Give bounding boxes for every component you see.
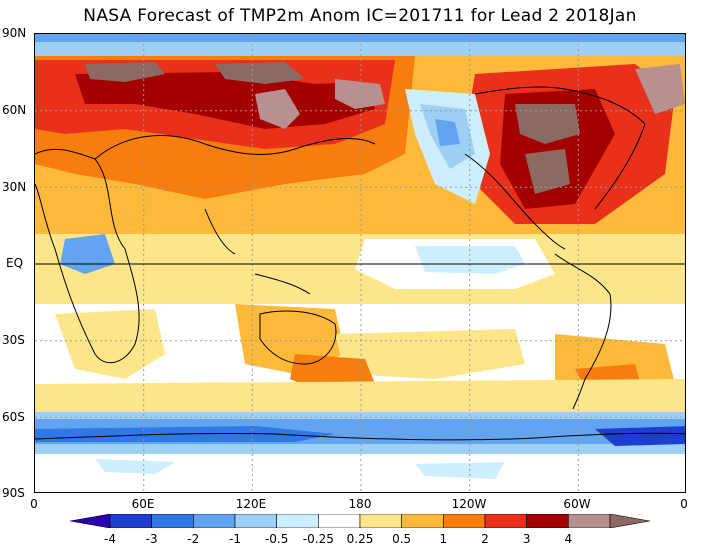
colorbar-label: -1	[229, 532, 241, 546]
colorbar-segment	[193, 514, 236, 528]
colorbar-label: 4	[564, 532, 573, 546]
lon-label-120e: 120E	[235, 497, 267, 511]
colorbar-segment	[443, 514, 486, 528]
lon-label-180: 180	[348, 497, 372, 511]
colorbar-segment	[359, 514, 402, 528]
colorbar-segment	[151, 514, 194, 528]
lat-label-eq: EQ	[6, 256, 24, 270]
colorbar-segment	[318, 514, 361, 528]
colorbar-segment	[609, 514, 650, 528]
colorbar-segment	[234, 514, 277, 528]
lon-label-60w: 60W	[563, 497, 591, 511]
lon-label-0-east: 0	[680, 497, 688, 511]
colorbar-segment	[70, 514, 111, 528]
lat-label-60s: 60S	[2, 410, 25, 424]
lon-label-120w: 120W	[451, 497, 487, 511]
colorbar-segment	[401, 514, 444, 528]
colorbar-label: 1	[439, 532, 448, 546]
colorbar-label: 3	[522, 532, 531, 546]
colorbar-label: -2	[187, 532, 200, 546]
lon-label-0: 0	[30, 497, 38, 511]
map-title: NASA Forecast of TMP2m Anom IC=201711 fo…	[83, 6, 637, 26]
lat-label-90n: 90N	[2, 26, 27, 40]
anomaly-map	[34, 33, 686, 493]
lon-label-60e: 60E	[131, 497, 155, 511]
anomaly-field	[35, 34, 685, 492]
colorbar-label: 0.5	[392, 532, 412, 546]
lat-label-30n: 30N	[2, 180, 27, 194]
lat-label-90s: 90S	[2, 486, 25, 500]
lat-label-30s: 30S	[2, 333, 25, 347]
colorbar-segment	[484, 514, 527, 528]
colorbar-label: -0.25	[302, 532, 334, 546]
colorbar-segment	[526, 514, 569, 528]
colorbar-segment	[568, 514, 611, 528]
colorbar-label: -3	[145, 532, 158, 546]
colorbar	[70, 514, 650, 528]
lat-label-60n: 60N	[2, 103, 27, 117]
coastlines	[35, 86, 685, 441]
colorbar-label: 2	[481, 532, 489, 546]
colorbar-label: 0.25	[346, 532, 374, 546]
colorbar-label: -4	[104, 532, 116, 546]
colorbar-segment	[109, 514, 152, 528]
colorbar-segment	[276, 514, 319, 528]
colorbar-label: -0.5	[264, 532, 289, 546]
